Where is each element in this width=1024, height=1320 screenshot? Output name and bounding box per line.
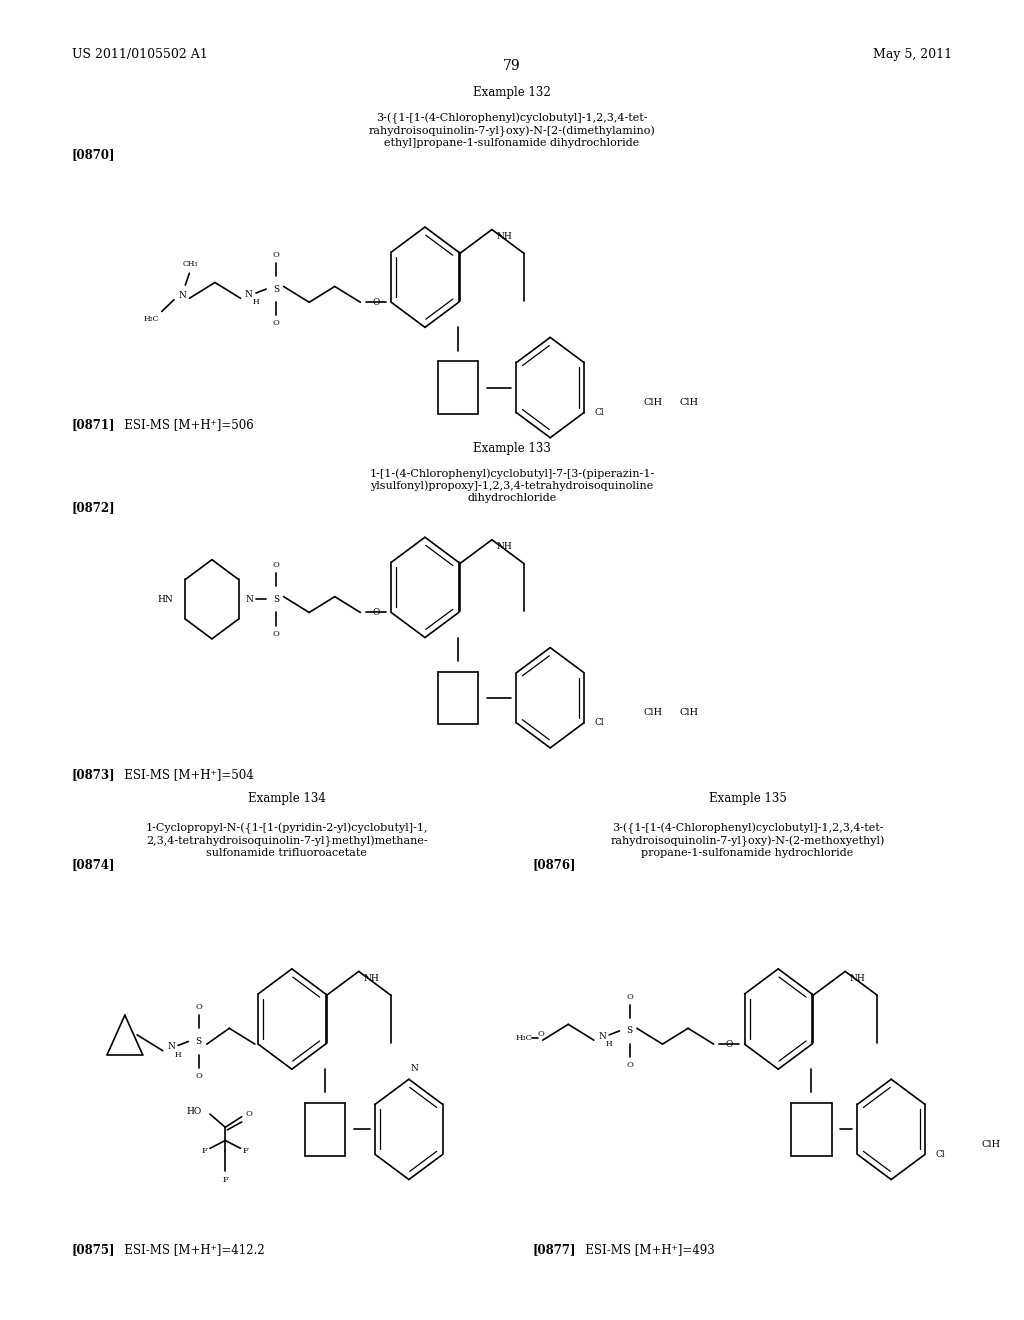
- Text: O: O: [627, 993, 633, 1001]
- Text: N: N: [178, 292, 186, 300]
- Text: HO: HO: [187, 1107, 202, 1115]
- Text: Example 134: Example 134: [248, 792, 326, 805]
- Text: HN: HN: [158, 595, 174, 603]
- Text: [0872]: [0872]: [72, 502, 116, 515]
- Text: N: N: [167, 1043, 175, 1051]
- Text: CH₃: CH₃: [182, 260, 198, 268]
- Text: O: O: [273, 561, 280, 569]
- Text: S: S: [196, 1038, 202, 1045]
- Text: ClH: ClH: [982, 1140, 1001, 1148]
- Text: O: O: [725, 1040, 733, 1048]
- Text: [0871]: [0871]: [72, 418, 115, 432]
- Text: N: N: [598, 1032, 606, 1040]
- Text: ClH: ClH: [643, 399, 663, 407]
- Text: O: O: [627, 1061, 633, 1069]
- Text: ESI-MS [M+H⁺]=504: ESI-MS [M+H⁺]=504: [114, 768, 254, 781]
- Text: [0873]: [0873]: [72, 768, 116, 781]
- Text: May 5, 2011: May 5, 2011: [873, 48, 952, 61]
- Text: ClH: ClH: [680, 709, 699, 717]
- Text: O: O: [538, 1030, 544, 1038]
- Text: ClH: ClH: [680, 399, 699, 407]
- Text: O: O: [196, 1072, 202, 1080]
- Text: 3-({1-[1-(4-Chlorophenyl)cyclobutyl]-1,2,3,4-tet-
rahydroisoquinolin-7-yl}oxy)-N: 3-({1-[1-(4-Chlorophenyl)cyclobutyl]-1,2…: [610, 822, 885, 858]
- Text: O: O: [273, 251, 280, 259]
- Text: 79: 79: [503, 59, 521, 74]
- Text: Example 135: Example 135: [709, 792, 786, 805]
- Text: F: F: [222, 1176, 228, 1184]
- Text: S: S: [627, 1027, 633, 1035]
- Text: H₃C: H₃C: [516, 1034, 532, 1041]
- Text: 3-({1-[1-(4-Chlorophenyl)cyclobutyl]-1,2,3,4-tet-
rahydroisoquinolin-7-yl}oxy)-N: 3-({1-[1-(4-Chlorophenyl)cyclobutyl]-1,2…: [369, 112, 655, 148]
- Text: F: F: [243, 1147, 249, 1155]
- Text: NH: NH: [497, 543, 512, 552]
- Text: Example 133: Example 133: [473, 442, 551, 455]
- Text: H: H: [175, 1051, 181, 1059]
- Text: 1-[1-(4-Chlorophenyl)cyclobutyl]-7-[3-(piperazin-1-
ylsulfonyl)propoxy]-1,2,3,4-: 1-[1-(4-Chlorophenyl)cyclobutyl]-7-[3-(p…: [370, 469, 654, 503]
- Text: ESI-MS [M+H⁺]=412.2: ESI-MS [M+H⁺]=412.2: [114, 1243, 265, 1257]
- Text: O: O: [273, 319, 280, 327]
- Text: [0875]: [0875]: [72, 1243, 115, 1257]
- Text: [0876]: [0876]: [532, 858, 575, 871]
- Text: S: S: [273, 285, 280, 293]
- Text: O: O: [273, 630, 280, 638]
- Text: 1-Cyclopropyl-N-({1-[1-(pyridin-2-yl)cyclobutyl]-1,
2,3,4-tetrahydroisoquinolin-: 1-Cyclopropyl-N-({1-[1-(pyridin-2-yl)cyc…: [145, 822, 428, 858]
- Text: [0870]: [0870]: [72, 148, 115, 161]
- Text: ESI-MS [M+H⁺]=493: ESI-MS [M+H⁺]=493: [574, 1243, 715, 1257]
- Text: O: O: [196, 1003, 202, 1011]
- Text: US 2011/0105502 A1: US 2011/0105502 A1: [72, 48, 208, 61]
- Text: F: F: [202, 1147, 208, 1155]
- Text: O: O: [372, 609, 380, 616]
- Text: NH: NH: [497, 232, 512, 242]
- Text: H: H: [253, 298, 259, 306]
- Text: N: N: [246, 595, 254, 603]
- Text: N: N: [410, 1064, 418, 1073]
- Text: Cl: Cl: [595, 408, 604, 417]
- Text: H₃C: H₃C: [143, 315, 159, 323]
- Text: Example 132: Example 132: [473, 86, 551, 99]
- Text: ESI-MS [M+H⁺]=506: ESI-MS [M+H⁺]=506: [114, 418, 254, 432]
- Text: S: S: [273, 595, 280, 603]
- Text: O: O: [246, 1110, 252, 1118]
- Text: NH: NH: [850, 974, 865, 983]
- Text: ClH: ClH: [643, 709, 663, 717]
- Text: [0877]: [0877]: [532, 1243, 575, 1257]
- Text: N: N: [245, 290, 253, 298]
- Text: [0874]: [0874]: [72, 858, 115, 871]
- Text: Cl: Cl: [936, 1150, 945, 1159]
- Text: O: O: [372, 298, 380, 306]
- Text: NH: NH: [364, 974, 379, 983]
- Text: Cl: Cl: [595, 718, 604, 727]
- Text: H: H: [606, 1040, 612, 1048]
